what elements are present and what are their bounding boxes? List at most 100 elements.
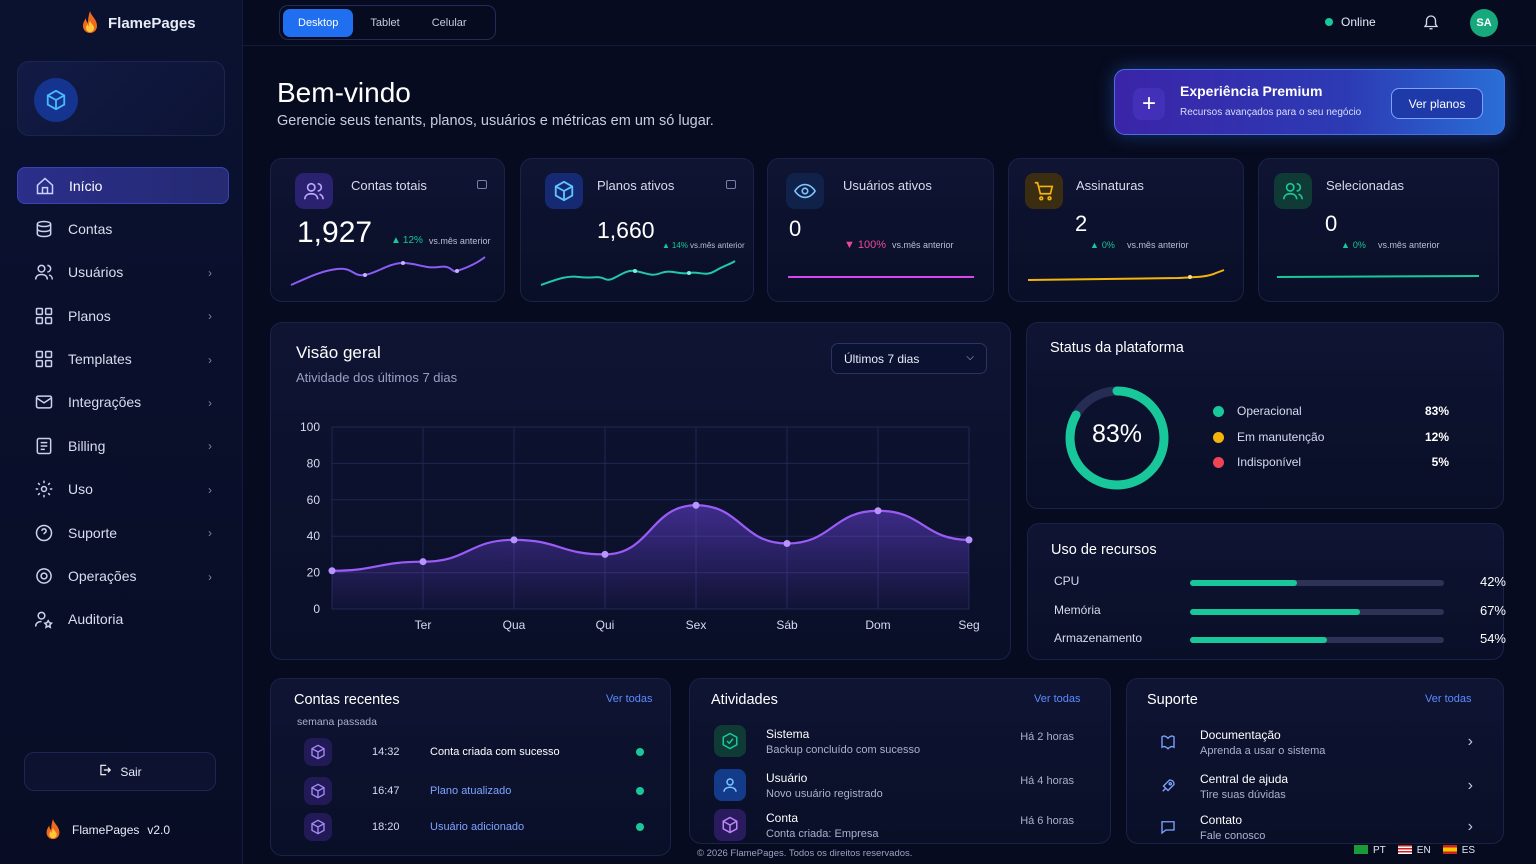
logout-button[interactable]: Sair xyxy=(24,752,216,791)
lang-es[interactable]: ES xyxy=(1442,845,1475,856)
stat-card-selecionadas[interactable]: Selecionadas 0 ▲ 0% vs.mês anterior xyxy=(1258,158,1499,302)
sidebar-item-label: Integrações xyxy=(68,394,142,411)
row-time: Há 6 horas xyxy=(1020,815,1074,827)
sidebar-item-templates[interactable]: Templates › xyxy=(17,341,229,378)
range-select[interactable]: Últimos 7 dias ⌵ xyxy=(831,343,987,374)
gear-icon xyxy=(34,479,54,499)
data-point xyxy=(510,536,518,544)
list-item[interactable]: Usuário Novo usuário registrado Há 4 hora… xyxy=(714,767,1094,803)
brand-name: FlamePages xyxy=(108,14,196,32)
sparkline xyxy=(1028,269,1225,281)
stat-change: ▲ 0% vs.mês anterior xyxy=(1090,240,1188,250)
sidebar-item-suporte[interactable]: Suporte › xyxy=(17,514,229,551)
legend-item-indisponivel: Indisponível 5% xyxy=(1213,454,1449,470)
chevron-right-icon: › xyxy=(208,526,212,541)
data-point xyxy=(601,550,609,558)
mail-icon xyxy=(34,392,54,412)
y-tick-label: 40 xyxy=(307,529,321,543)
sidebar-item-contas[interactable]: Contas xyxy=(17,210,229,247)
resource-memoria: Memória 67% xyxy=(1054,603,1506,621)
stat-value: 0 xyxy=(789,216,802,241)
sidebar-item-inicio[interactable]: Início xyxy=(17,167,229,204)
row-time: Há 4 horas xyxy=(1020,775,1074,787)
sidebar-item-billing[interactable]: Billing › xyxy=(17,427,229,464)
status-dot xyxy=(1325,18,1333,26)
list-item[interactable]: Conta Conta criada: Empresa Há 6 horas xyxy=(714,807,1094,843)
x-tick-label: Qui xyxy=(596,618,615,632)
premium-title: Experiência Premium xyxy=(1180,83,1323,99)
bell-icon[interactable] xyxy=(1422,13,1440,36)
sidebar-item-auditoria[interactable]: Auditoria xyxy=(17,601,229,638)
resource-bar xyxy=(1190,580,1444,586)
trend-down-icon: ▼ xyxy=(844,239,855,251)
sidebar-item-label: Suporte xyxy=(68,524,118,541)
trend-up-icon: ▲ xyxy=(1090,240,1099,250)
resource-label: Memória xyxy=(1054,603,1101,617)
tab-celular[interactable]: Celular xyxy=(431,16,467,29)
tab-desktop[interactable]: Desktop xyxy=(283,8,354,37)
stat-card-contas[interactable]: Contas totais 1,927 ▲ 12% vs.mês anterior xyxy=(270,158,505,302)
list-item[interactable]: 16:47 Plano atualizado xyxy=(304,776,648,806)
recent-accounts-title: Contas recentes xyxy=(294,692,400,708)
view-all-link[interactable]: Ver todas xyxy=(1034,693,1081,705)
resources-title: Uso de recursos xyxy=(1051,542,1157,558)
expand-icon[interactable] xyxy=(726,180,736,189)
eye-icon xyxy=(786,173,824,209)
overview-card: Visão geral Atividade dos últimos 7 dias… xyxy=(270,322,1011,660)
stat-card-assinaturas[interactable]: Assinaturas 2 ▲ 0% vs.mês anterior xyxy=(1008,158,1244,302)
avatar[interactable]: SA xyxy=(1470,9,1498,37)
legend-label: Operacional xyxy=(1237,404,1302,418)
support-item-contato[interactable]: Contato Fale conosco › xyxy=(1145,810,1487,846)
support-item-central-ajuda[interactable]: Central de ajuda Tire suas dúvidas › xyxy=(1145,769,1487,805)
sidebar-item-uso[interactable]: Uso › xyxy=(17,471,229,508)
users-icon xyxy=(34,262,54,282)
sidebar-footer: FlamePages v2.0 xyxy=(42,818,170,842)
sidebar-item-operacoes[interactable]: Operações › xyxy=(17,558,229,595)
workspace-card[interactable] xyxy=(17,61,225,136)
status-indicator: Online xyxy=(1325,15,1376,29)
lang-en[interactable]: EN xyxy=(1397,845,1431,856)
premium-banner: + Experiência Premium Recursos avançados… xyxy=(1114,69,1505,135)
platform-status-card: Status da plataforma 83% Operacional 83%… xyxy=(1026,322,1504,509)
topbar: Desktop Tablet Celular Online SA xyxy=(243,0,1536,46)
list-item[interactable]: Sistema Backup concluído com sucesso Há 2… xyxy=(714,723,1094,759)
stat-card-planos[interactable]: Planos ativos 1,660 ▲ 14% vs.mês anterior xyxy=(520,158,754,302)
view-all-link[interactable]: Ver todas xyxy=(1425,693,1472,705)
version-label: v2.0 xyxy=(147,823,171,837)
tab-tablet[interactable]: Tablet xyxy=(370,16,400,29)
lang-pt[interactable]: PT xyxy=(1354,845,1386,856)
row-text: Plano atualizado xyxy=(430,785,512,797)
sidebar-item-planos[interactable]: Planos › xyxy=(17,297,229,334)
y-tick-label: 60 xyxy=(307,493,321,507)
chevron-right-icon: › xyxy=(208,569,212,584)
templates-icon xyxy=(34,349,54,369)
resource-bar-fill xyxy=(1190,637,1328,643)
view-all-link[interactable]: Ver todas xyxy=(606,693,653,705)
series-area xyxy=(332,505,969,609)
status-dot xyxy=(636,787,644,795)
list-item[interactable]: 18:20 Usuário adicionado xyxy=(304,812,648,842)
sidebar: FlamePages Início Contas Usuários › Plan… xyxy=(0,0,243,864)
donut-value: 83% xyxy=(1091,420,1143,448)
stat-change: ▲ 12% vs.mês anterior xyxy=(391,235,490,246)
row-time: 16:47 xyxy=(372,785,400,797)
stat-card-usuarios[interactable]: Usuários ativos 0 ▼ 100% vs.mês anterior xyxy=(767,158,994,302)
home-icon xyxy=(35,176,55,196)
stat-change: ▼ 100% vs.mês anterior xyxy=(844,239,954,251)
stat-value: 2 xyxy=(1075,211,1088,236)
support-item-documentacao[interactable]: Documentação Aprenda a usar o sistema › xyxy=(1145,725,1487,761)
sidebar-item-label: Usuários xyxy=(68,264,124,281)
brand[interactable]: FlamePages xyxy=(78,10,196,36)
premium-subtitle: Recursos avançados para o seu negócio xyxy=(1180,107,1362,118)
help-icon xyxy=(34,523,54,543)
stat-compare: vs.mês anterior xyxy=(892,240,954,250)
row-desc: Tire suas dúvidas xyxy=(1200,789,1286,801)
sidebar-item-label: Templates xyxy=(68,351,132,368)
sidebar-item-usuarios[interactable]: Usuários › xyxy=(17,254,229,291)
list-item[interactable]: 14:32 Conta criada com sucesso xyxy=(304,737,648,767)
chevron-right-icon: › xyxy=(208,265,212,280)
sidebar-item-integracoes[interactable]: Integrações › xyxy=(17,384,229,421)
view-plans-button[interactable]: Ver planos xyxy=(1391,88,1483,119)
expand-icon[interactable] xyxy=(477,180,487,189)
x-tick-label: Sáb xyxy=(776,618,798,632)
